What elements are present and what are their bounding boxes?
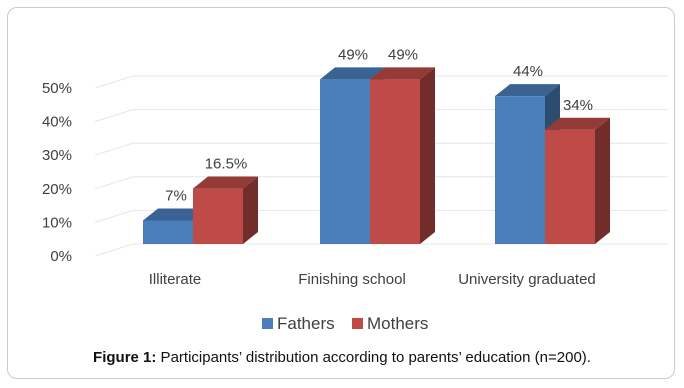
bar-mothers-1: 49% <box>370 46 435 244</box>
data-label: 49% <box>388 46 418 63</box>
bar-side <box>595 117 610 244</box>
y-tick-label: 40% <box>42 114 72 131</box>
figure-caption: Figure 1: Participants’ distribution acc… <box>0 349 684 366</box>
y-tick-label: 30% <box>42 147 72 164</box>
bar-top <box>545 117 610 130</box>
caption-text: Participants’ distribution according to … <box>156 349 591 366</box>
legend: Fathers Mothers <box>262 314 428 333</box>
bar-side <box>243 176 258 244</box>
legend-swatch <box>262 318 273 329</box>
legend-swatch <box>352 318 363 329</box>
gridline-depth <box>94 109 134 123</box>
x-axis-ticks: Illiterate Finishing school University gra… <box>149 271 596 288</box>
bar-top <box>370 67 435 80</box>
bar-top <box>320 67 385 80</box>
bar-front <box>545 129 595 244</box>
bar-front <box>370 79 420 244</box>
gridline-depth <box>94 209 134 223</box>
data-label: 7% <box>165 187 187 204</box>
data-label: 16.5% <box>205 156 248 173</box>
bar-front <box>143 220 193 244</box>
bars: 7% 49% 44% 16.5% 49% 34% <box>143 46 610 244</box>
gridline-depth <box>94 75 134 89</box>
bar-mothers-2: 34% <box>545 97 610 244</box>
gridline-depth <box>94 243 134 257</box>
data-label: 49% <box>338 46 368 63</box>
bar-top <box>495 84 560 97</box>
gridline-depth <box>94 142 134 156</box>
bar-mothers-0: 16.5% <box>193 156 258 244</box>
gridline-depth <box>94 176 134 190</box>
data-label: 34% <box>563 97 593 114</box>
bar-top <box>143 208 208 221</box>
legend-label: Fathers <box>277 314 335 333</box>
caption-label: Figure 1: <box>93 349 157 366</box>
bar-front <box>193 188 243 244</box>
bar-front <box>320 79 370 244</box>
legend-item-mothers: Mothers <box>352 314 428 333</box>
legend-label: Mothers <box>367 314 428 333</box>
bar-top <box>193 176 258 189</box>
y-tick-label: 50% <box>42 80 72 97</box>
x-tick-label: Finishing school <box>298 271 406 288</box>
bar-side <box>420 67 435 244</box>
y-tick-label: 20% <box>42 181 72 198</box>
legend-item-fathers: Fathers <box>262 314 335 333</box>
x-tick-label: University graduated <box>458 271 596 288</box>
bar-fathers-1: 49% <box>320 46 385 244</box>
bar-front <box>495 96 545 244</box>
data-label: 44% <box>513 63 543 80</box>
y-tick-label: 10% <box>42 214 72 231</box>
y-tick-label: 0% <box>50 248 72 265</box>
y-axis-ticks: 0% 10% 20% 30% 40% 50% <box>42 80 72 265</box>
x-tick-label: Illiterate <box>149 271 202 288</box>
